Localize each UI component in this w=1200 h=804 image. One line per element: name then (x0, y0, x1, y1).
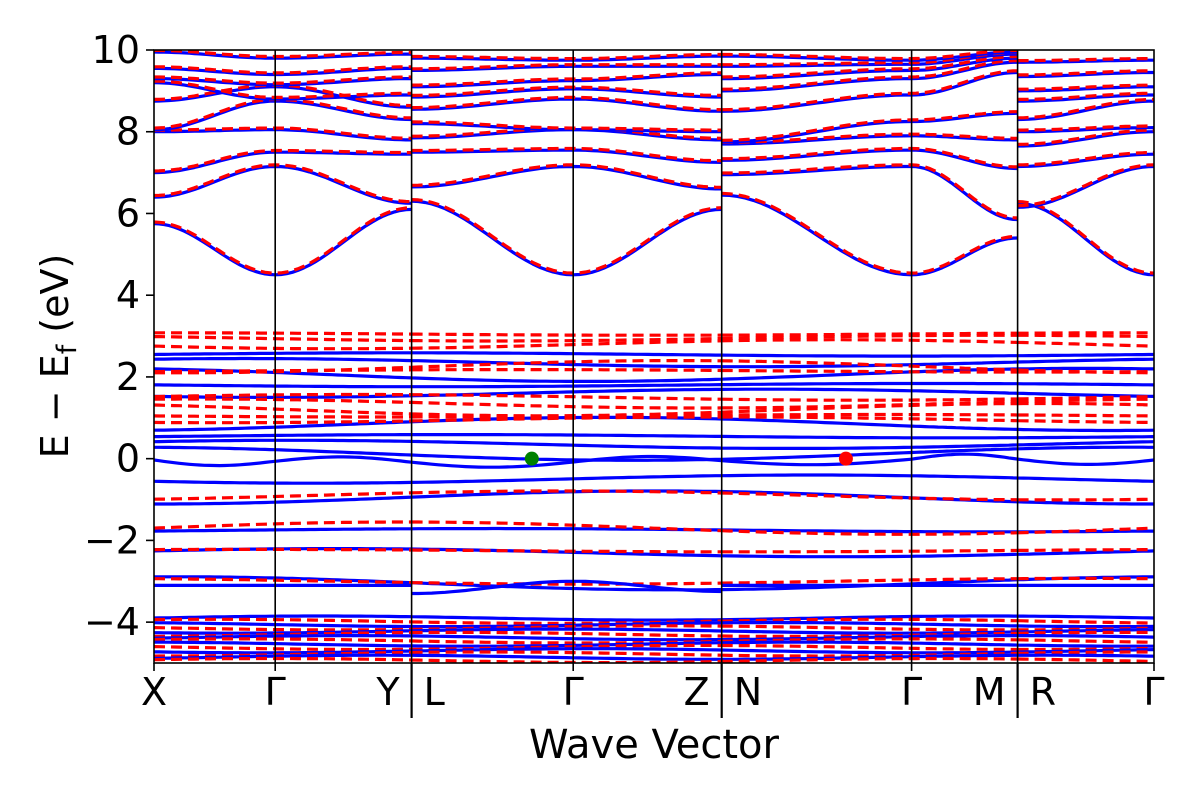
y-tick-label: −4 (84, 600, 140, 644)
flat-band-red-2 (154, 338, 1154, 351)
x-tick-label: N (734, 670, 762, 714)
plot-frame (153, 49, 1155, 664)
y-axis-label-main: E − E (33, 354, 77, 458)
x-tick-label: Y (375, 670, 400, 714)
y-axis-label-sub: f (52, 343, 83, 354)
marker-1 (838, 451, 853, 466)
x-tick-label: Γ (563, 670, 584, 714)
y-axis-label: E − Ef (eV) (33, 254, 83, 459)
x-tick-label: Z (684, 670, 710, 714)
band-lines (154, 50, 1154, 663)
x-tick-label: Γ (901, 670, 922, 714)
flat-band-red-9 (154, 415, 1154, 425)
flat-band-blue-7 (154, 438, 1154, 450)
y-tick-label: 6 (116, 191, 140, 235)
y-axis-label-unit: (eV) (33, 254, 77, 345)
x-tick-label: X (141, 670, 167, 714)
y-tick-label: 10 (92, 28, 140, 72)
y-tick-label: 0 (116, 437, 140, 481)
flat-band-blue-6 (154, 433, 1154, 440)
y-tick-label: 2 (116, 355, 140, 399)
x-axis-label: Wave Vector (529, 722, 780, 768)
high-symmetry-lines (274, 50, 1019, 718)
conduction-band-red-1 (154, 163, 1154, 220)
flat-band-blue-10 (154, 473, 1154, 485)
conduction-band-blue-0 (154, 193, 1154, 277)
point-markers (524, 451, 853, 466)
conduction-band-red-0 (154, 191, 1154, 275)
y-axis-ticks: −4 −2 0 2 4 6 8 10 (84, 28, 154, 644)
x-tick-label: L (424, 670, 445, 714)
y-tick-label: −2 (84, 518, 140, 562)
flat-band-blue-0 (154, 351, 1154, 358)
flat-band-blue-3 (154, 381, 1154, 389)
marker-0 (524, 451, 539, 466)
conduction-band-blue-1 (154, 164, 1154, 222)
x-tick-label: Γ (1143, 670, 1164, 714)
conduction-band-blue-6 (154, 60, 1154, 103)
flat-band-red-10 (154, 489, 1154, 502)
x-tick-label: M (973, 670, 1006, 714)
x-tick-label: R (1030, 670, 1056, 714)
flat-band-blue-4 (154, 387, 1154, 399)
x-tick-label: Γ (265, 670, 286, 714)
y-tick-label: 8 (116, 110, 140, 154)
y-tick-label: 4 (116, 273, 140, 317)
